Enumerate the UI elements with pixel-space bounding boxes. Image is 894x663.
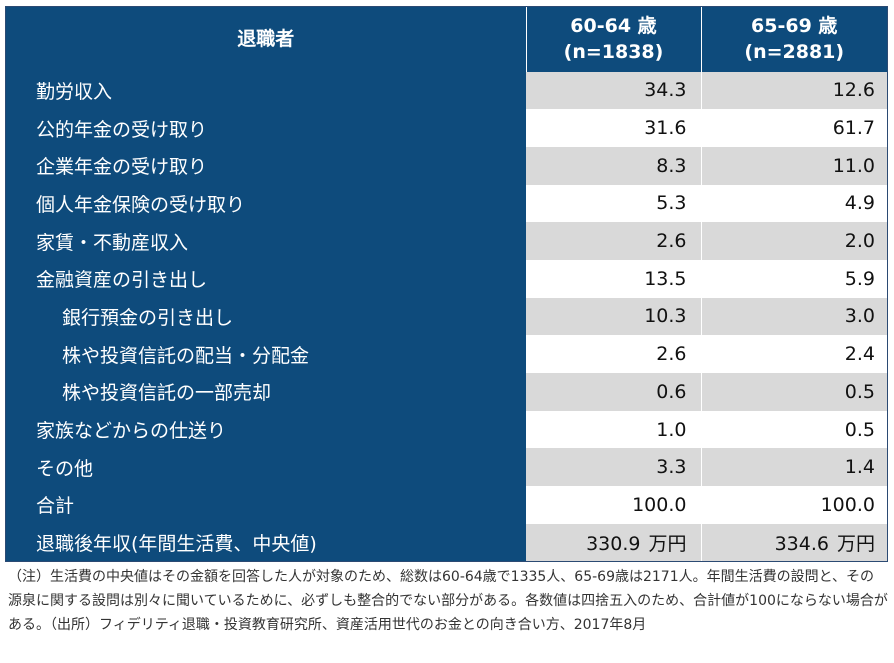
row-label: 企業年金の受け取り (6, 146, 526, 185)
table-row: 銀行預金の引き出し 10.3 3.0 (6, 297, 887, 336)
table-row: 家賃・不動産収入 2.6 2.0 (6, 221, 887, 260)
value-amount: 334.6 (774, 532, 829, 555)
table-row: 株や投資信託の一部売却 0.6 0.5 (6, 372, 887, 411)
footnote: （注）生活費の中央値はその金額を回答した人が対象のため、総数は60-64歳で13… (8, 569, 888, 633)
value-65-69: 12.6 (701, 71, 887, 110)
value-65-69: 100.0 (701, 486, 887, 524)
table-row: 公的年金の受け取り 31.6 61.7 (6, 108, 887, 147)
value-unit: 万円 (836, 532, 875, 555)
value-60-64: 10.3 (526, 297, 702, 336)
value-60-64: 0.6 (526, 373, 702, 411)
header-age-65-69: 65-69 歳 (n=2881) (701, 7, 887, 72)
table-row-total: 合計 100.0 100.0 (6, 485, 887, 524)
value-65-69: 3.0 (701, 297, 887, 336)
table-header-row: 退職者 60-64 歳 (n=1838) 65-69 歳 (n=2881) (6, 7, 887, 72)
table-row-annual-income: 退職後年収(年間生活費、中央値) 330.9 万円 334.6 万円 (6, 523, 887, 561)
retiree-income-table: 退職者 60-64 歳 (n=1838) 65-69 歳 (n=2881) 勤労… (5, 6, 888, 562)
value-60-64: 2.6 (526, 222, 702, 260)
value-amount: 330.9 (586, 532, 641, 555)
value-65-69: 334.6 万円 (701, 523, 887, 561)
header-retirees: 退職者 (6, 7, 527, 72)
row-label: 合計 (6, 485, 526, 524)
value-60-64: 3.3 (526, 448, 702, 487)
value-60-64: 31.6 (526, 109, 702, 147)
header-age-60-64: 60-64 歳 (n=1838) (526, 7, 702, 72)
row-label: 銀行預金の引き出し (6, 297, 526, 336)
header-age-65-69-n: (n=2881) (744, 41, 845, 64)
value-60-64: 5.3 (526, 184, 702, 223)
header-age-60-64-label: 60-64 歳 (570, 15, 657, 38)
value-65-69: 0.5 (701, 373, 887, 411)
table-row: 株や投資信託の配当・分配金 2.6 2.4 (6, 334, 887, 373)
value-60-64: 34.3 (526, 71, 702, 110)
header-age-60-64-n: (n=1838) (563, 41, 664, 64)
row-label: その他 (6, 447, 526, 487)
table-row: 企業年金の受け取り 8.3 11.0 (6, 146, 887, 185)
value-65-69: 61.7 (701, 109, 887, 147)
value-65-69: 11.0 (701, 146, 887, 185)
value-60-64: 1.0 (526, 410, 702, 449)
value-65-69: 1.4 (701, 448, 887, 487)
value-65-69: 5.9 (701, 259, 887, 298)
row-label: 勤労収入 (6, 71, 526, 110)
value-60-64: 330.9 万円 (526, 523, 702, 561)
value-60-64: 100.0 (526, 486, 702, 524)
row-label: 株や投資信託の一部売却 (6, 372, 526, 411)
row-label: 金融資産の引き出し (6, 259, 526, 298)
row-label: 公的年金の受け取り (6, 108, 526, 147)
row-label: 家賃・不動産収入 (6, 221, 526, 260)
income-sources-table: 退職者 60-64 歳 (n=1838) 65-69 歳 (n=2881) 勤労… (6, 7, 887, 561)
header-age-65-69-label: 65-69 歳 (751, 15, 838, 38)
value-65-69: 0.5 (701, 410, 887, 449)
value-65-69: 2.0 (701, 222, 887, 260)
row-label: 退職後年収(年間生活費、中央値) (6, 523, 526, 561)
value-60-64: 13.5 (526, 259, 702, 298)
table-row: 金融資産の引き出し 13.5 5.9 (6, 259, 887, 298)
table-row: 個人年金保険の受け取り 5.3 4.9 (6, 184, 887, 223)
table-row: その他 3.3 1.4 (6, 447, 887, 487)
row-label: 家族などからの仕送り (6, 410, 526, 449)
value-60-64: 8.3 (526, 146, 702, 185)
table-row: 勤労収入 34.3 12.6 (6, 71, 887, 110)
table-row: 家族などからの仕送り 1.0 0.5 (6, 410, 887, 449)
row-label: 個人年金保険の受け取り (6, 184, 526, 223)
value-65-69: 4.9 (701, 184, 887, 223)
row-label: 株や投資信託の配当・分配金 (6, 334, 526, 373)
value-65-69: 2.4 (701, 335, 887, 373)
value-unit: 万円 (648, 532, 687, 555)
value-60-64: 2.6 (526, 335, 702, 373)
